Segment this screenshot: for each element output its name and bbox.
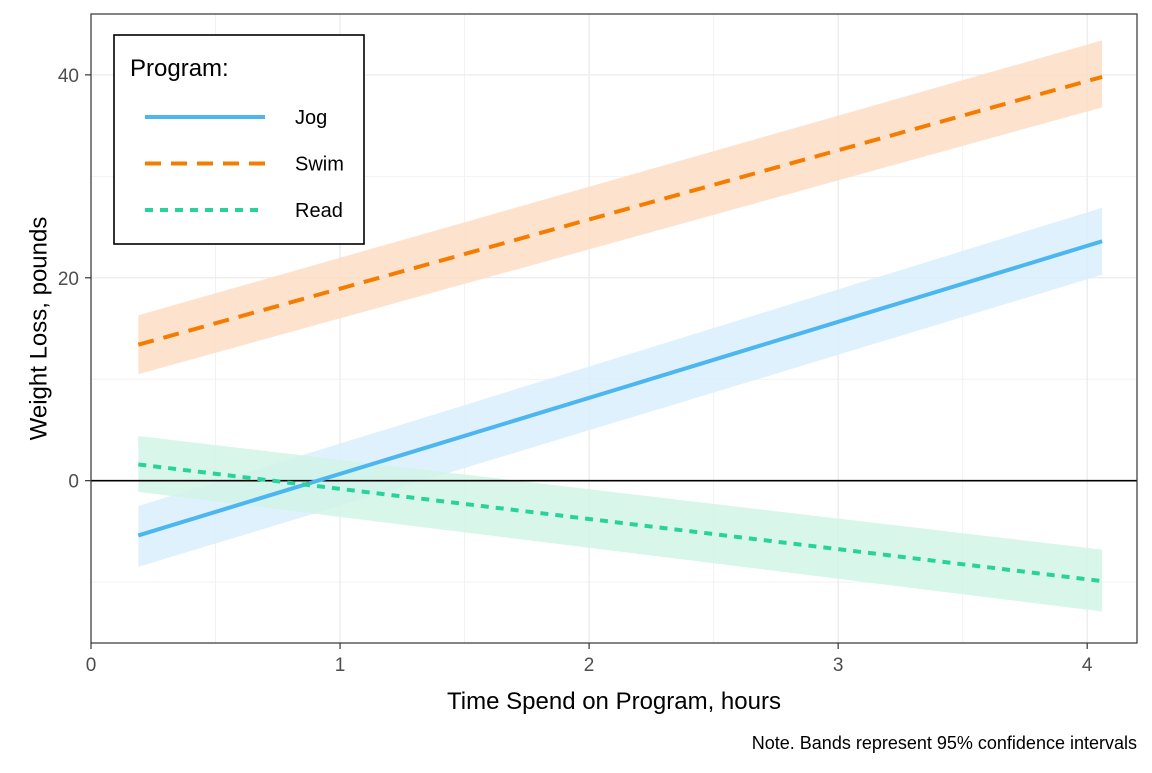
y-tick-label: 40: [58, 66, 79, 87]
y-axis-label: Weight Loss, pounds: [25, 217, 52, 441]
x-tick-label: 4: [1082, 655, 1093, 676]
y-tick-label: 20: [58, 269, 79, 290]
x-axis-label: Time Spend on Program, hours: [447, 688, 781, 715]
chart-caption: Note. Bands represent 95% confidence int…: [752, 733, 1137, 753]
series-lines: [137, 74, 1103, 584]
legend-label-read: Read: [295, 200, 343, 222]
series-line-read: [138, 462, 1103, 584]
legend-label-jog: Jog: [295, 107, 327, 129]
x-tick-label: 3: [833, 655, 844, 676]
x-tick-label: 0: [86, 655, 97, 676]
series-line-jog: [137, 239, 1103, 538]
confidence-band-swim: [138, 40, 1103, 375]
x-tick-label: 1: [335, 655, 346, 676]
series-line-swim: [137, 74, 1103, 347]
legend-label-swim: Swim: [295, 154, 344, 176]
legend-title: Program:: [130, 55, 229, 82]
x-tick-label: 2: [584, 655, 595, 676]
y-tick-label: 0: [68, 472, 79, 493]
legend: Program: Jog Swim Read: [113, 34, 365, 245]
panel-border: [90, 13, 1138, 644]
